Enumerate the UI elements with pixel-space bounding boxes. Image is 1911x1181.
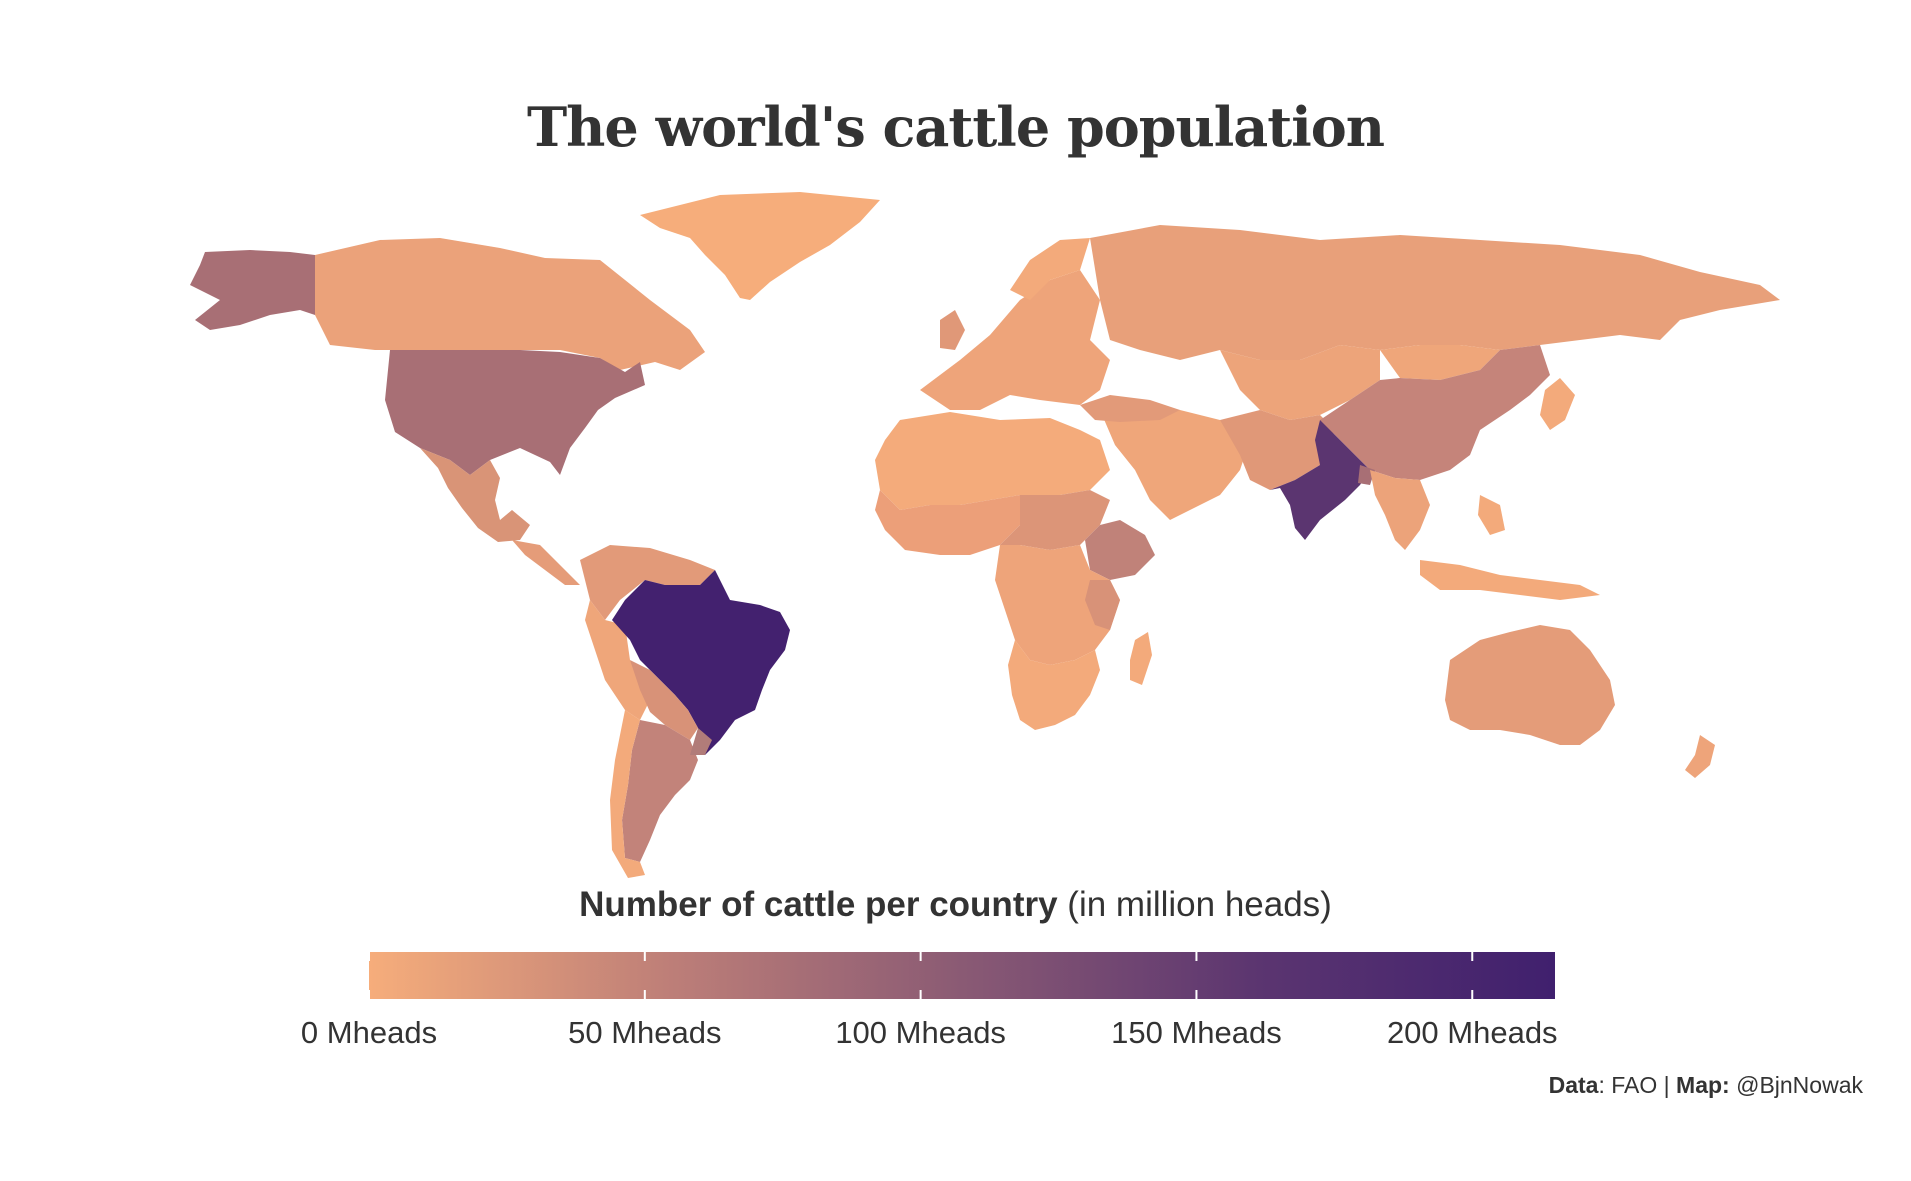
region-mexico — [420, 448, 530, 542]
region-greenland — [640, 192, 880, 300]
colorbar-tick-label: 100 Mheads — [835, 1015, 1006, 1050]
caption-map-label: Map: — [1676, 1072, 1730, 1098]
region-central-asia — [1220, 345, 1380, 420]
region-sudan — [1000, 490, 1110, 550]
region-north-africa — [875, 412, 1110, 510]
region-central-america — [512, 540, 580, 585]
region-peru — [585, 600, 650, 720]
region-australia — [1445, 625, 1615, 745]
region-ethiopia — [1085, 520, 1155, 580]
colorbar-tick-label: 150 Mheads — [1111, 1015, 1282, 1050]
region-east-africa — [1085, 580, 1120, 630]
colorbar-tick-label: 0 Mheads — [300, 1015, 438, 1050]
caption-data-label: Data — [1548, 1072, 1599, 1098]
region-alaska — [190, 250, 315, 330]
region-uk — [940, 310, 965, 350]
region-middle-east — [1100, 405, 1250, 520]
legend-title: Number of cattle per country (in million… — [0, 885, 1911, 925]
region-madagascar — [1130, 632, 1152, 685]
region-new-zealand — [1685, 735, 1715, 778]
region-japan — [1540, 378, 1575, 430]
region-central-africa — [995, 545, 1120, 665]
region-usa — [385, 350, 645, 475]
colorbar — [369, 952, 1555, 999]
caption: Data: FAO | Map: @BjnNowak — [1549, 1072, 1863, 1099]
caption-data-value: : FAO | — [1598, 1072, 1677, 1098]
region-chile — [610, 710, 645, 878]
region-iran-pakistan — [1220, 410, 1335, 490]
region-bolivia-paraguay — [630, 660, 698, 740]
region-canada — [315, 238, 705, 370]
caption-map-value: @BjnNowak — [1729, 1072, 1863, 1098]
map-title: The world's cattle population — [526, 95, 1385, 159]
region-scandinavia — [1010, 238, 1090, 300]
colorbar-tick-label: 50 Mheads — [568, 1015, 722, 1050]
region-philippines — [1478, 495, 1505, 535]
region-turkey — [1080, 395, 1180, 422]
region-indonesia — [1420, 560, 1600, 600]
region-mongolia — [1380, 345, 1500, 380]
region-southeast-asia — [1370, 470, 1430, 550]
region-bangladesh — [1358, 465, 1375, 485]
colorbar-gradient — [369, 952, 1555, 999]
region-india — [1270, 420, 1370, 540]
region-southern-africa — [1008, 640, 1100, 730]
legend-title-bold: Number of cattle per country — [579, 885, 1058, 924]
region-uruguay — [690, 728, 712, 755]
region-china — [1320, 345, 1550, 480]
region-argentina — [622, 720, 698, 862]
region-northern-south-america — [580, 545, 715, 620]
region-west-africa — [875, 490, 1020, 555]
colorbar-tick-label: 200 Mheads — [1386, 1015, 1558, 1050]
region-brazil — [612, 570, 790, 755]
legend-title-rest: (in million heads) — [1057, 885, 1332, 924]
region-europe — [920, 270, 1110, 410]
region-russia — [1090, 225, 1780, 360]
